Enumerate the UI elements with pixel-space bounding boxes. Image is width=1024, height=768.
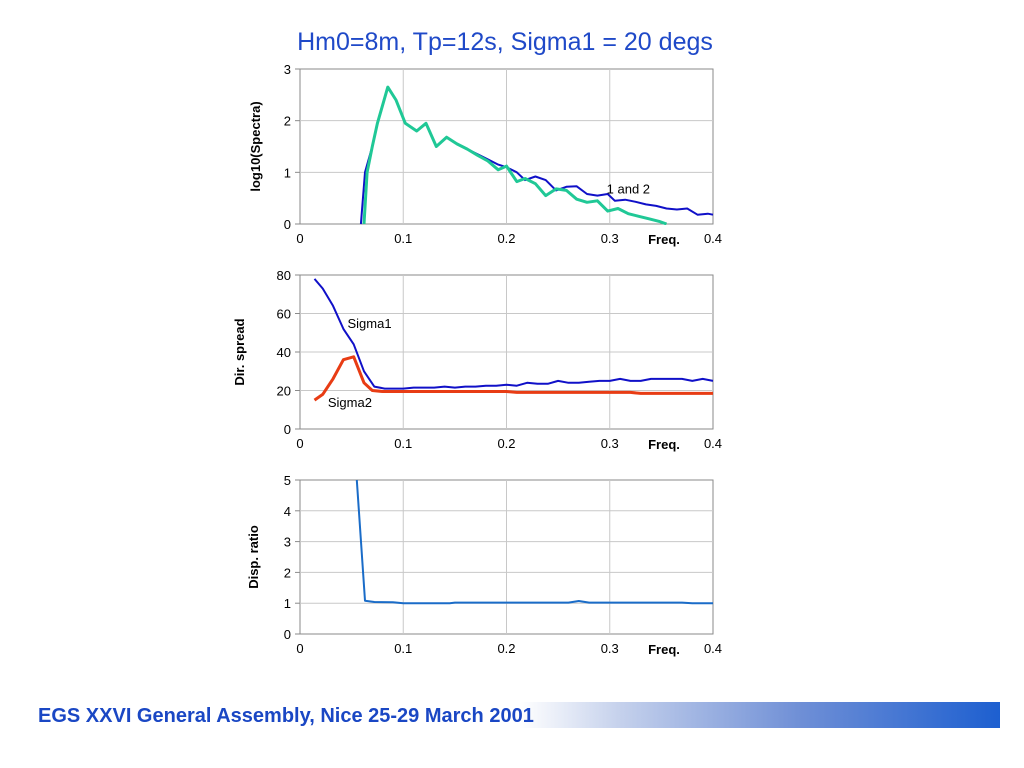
y-tick-label: 0 <box>284 627 291 642</box>
annotation-label: Sigma2 <box>328 395 372 410</box>
slide-title: Hm0=8m, Tp=12s, Sigma1 = 20 degs <box>297 28 713 56</box>
series-line-sigma1 <box>313 278 714 390</box>
footer-text: EGS XXVI General Assembly, Nice 25-29 Ma… <box>38 705 534 727</box>
y-axis-label: Disp. ratio <box>246 525 261 589</box>
y-tick-label: 80 <box>277 268 291 283</box>
x-tick-label: 0.1 <box>394 231 412 246</box>
x-tick-label: 0 <box>296 436 303 451</box>
y-tick-label: 4 <box>284 504 291 519</box>
charts-canvas: 0 0.1 0.2 0.3 0.4 0 1 2 3 log10(Spectra) Freq. 1 an… <box>232 62 722 657</box>
x-tick-label: 0 <box>296 231 303 246</box>
annotation-label: Sigma1 <box>347 316 391 331</box>
x-tick-label: 0.1 <box>394 436 412 451</box>
y-tick-label: 3 <box>284 62 291 77</box>
chart-2: 0 0.1 0.2 0.3 0.4 0 20 40 60 80 Dir. spread Freq. Si… <box>232 268 722 452</box>
x-tick-label: 0.1 <box>394 641 412 656</box>
y-tick-label: 3 <box>284 535 291 550</box>
x-tick-label: 0.3 <box>601 436 619 451</box>
x-tick-label: 0.2 <box>497 641 515 656</box>
x-axis-label: Freq. <box>648 437 680 452</box>
x-tick-label: 0.4 <box>704 641 722 656</box>
x-axis-label: Freq. <box>648 232 680 247</box>
y-tick-label: 20 <box>277 384 291 399</box>
y-tick-label: 1 <box>284 596 291 611</box>
chart-3: 0 0.1 0.2 0.3 0.4 0 1 2 3 4 5 Disp. ratio Freq. <box>246 473 722 657</box>
x-tick-label: 0.4 <box>704 436 722 451</box>
x-tick-label: 0 <box>296 641 303 656</box>
y-tick-label: 2 <box>284 114 291 129</box>
series-line-1 <box>355 479 713 605</box>
y-tick-label: 1 <box>284 165 291 180</box>
x-tick-label: 0.2 <box>497 231 515 246</box>
x-tick-label: 0.3 <box>601 231 619 246</box>
series-line-2 <box>362 85 668 225</box>
chart-1: 0 0.1 0.2 0.3 0.4 0 1 2 3 log10(Spectra) Freq. 1 an… <box>248 62 722 247</box>
y-axis-label: Dir. spread <box>232 318 247 385</box>
x-axis-label: Freq. <box>648 642 680 657</box>
footer-bar: EGS XXVI General Assembly, Nice 25-29 Ma… <box>0 702 1000 728</box>
x-tick-label: 0.2 <box>497 436 515 451</box>
annotation-label: 1 and 2 <box>607 181 650 196</box>
y-tick-label: 0 <box>284 217 291 232</box>
y-tick-label: 0 <box>284 422 291 437</box>
y-tick-label: 60 <box>277 307 291 322</box>
series-line-sigma2 <box>313 355 713 402</box>
y-axis-label: log10(Spectra) <box>248 101 263 191</box>
y-tick-label: 5 <box>284 473 291 488</box>
x-tick-label: 0.4 <box>704 231 722 246</box>
y-tick-label: 2 <box>284 565 291 580</box>
y-tick-label: 40 <box>277 345 291 360</box>
x-tick-label: 0.3 <box>601 641 619 656</box>
